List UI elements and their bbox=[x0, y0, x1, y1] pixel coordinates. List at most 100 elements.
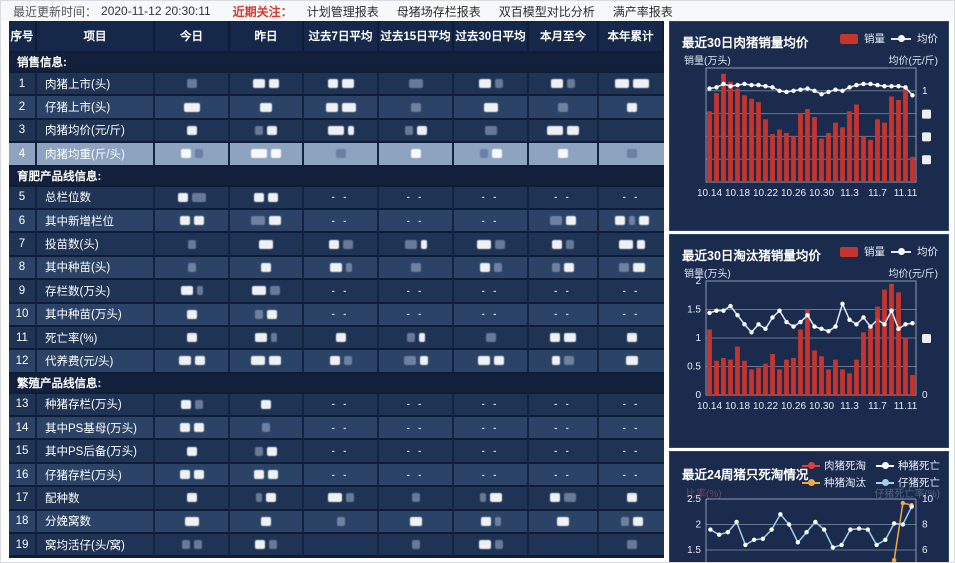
table-row[interactable]: 14 其中PS基母(万头) - -- -- -- -- - bbox=[9, 417, 664, 441]
item-name: 投苗数(头) bbox=[37, 233, 155, 257]
link-sow-farm-report[interactable]: 母猪场存栏报表 bbox=[396, 4, 481, 19]
chart-panel-pig-sales: 最近30日肉猪销量均价 销量 均价 销量(万头) 均价(元/斤) 1 10.14 1… bbox=[669, 21, 949, 231]
table-row[interactable]: 7 投苗数(头) bbox=[9, 233, 664, 257]
data-cell bbox=[304, 73, 379, 97]
redacted-value bbox=[191, 192, 206, 202]
table-row[interactable]: 9 存栏数(万头) - -- -- -- -- - bbox=[9, 280, 664, 304]
svg-text:11.11: 11.11 bbox=[894, 188, 918, 199]
legend-line-icon bbox=[802, 461, 820, 470]
link-capacity-report[interactable]: 满产率报表 bbox=[612, 4, 673, 19]
data-cell bbox=[230, 209, 304, 234]
data-cell bbox=[599, 257, 664, 281]
data-cell bbox=[230, 119, 304, 144]
legend-line-label: 均价 bbox=[917, 33, 938, 45]
link-model-compare-report[interactable]: 双百模型对比分析 bbox=[498, 4, 595, 19]
data-cell bbox=[379, 487, 454, 511]
table-row[interactable]: 5 总栏位数 - -- -- -- -- - bbox=[9, 186, 664, 210]
legend-bar-label: 销量 bbox=[864, 33, 885, 45]
data-cell bbox=[230, 143, 304, 167]
redacted-value bbox=[550, 216, 562, 226]
redacted-value bbox=[550, 493, 560, 503]
link-plan-report[interactable]: 计划管理报表 bbox=[306, 4, 379, 19]
redacted-value bbox=[341, 79, 354, 89]
data-cell bbox=[155, 463, 230, 488]
table-row[interactable]: 12 代养费(元/头) bbox=[9, 350, 664, 374]
row-number: 13 bbox=[9, 393, 37, 418]
legend-line-icon bbox=[891, 247, 911, 257]
data-cell bbox=[155, 417, 230, 441]
data-cell bbox=[529, 326, 599, 351]
redacted-value bbox=[266, 493, 276, 503]
table-row[interactable]: 3 肉猪均价(元/斤) bbox=[9, 119, 664, 144]
table-row[interactable]: 6 其中新增栏位 - -- -- - bbox=[9, 209, 664, 234]
item-name: 种猪存栏(万头) bbox=[37, 393, 155, 418]
data-cell bbox=[599, 350, 664, 374]
svg-text:10.14: 10.14 bbox=[697, 188, 722, 199]
data-cell bbox=[304, 256, 379, 281]
data-cell bbox=[379, 256, 454, 281]
data-cell bbox=[155, 534, 230, 558]
svg-text:8: 8 bbox=[922, 520, 928, 531]
redacted-value bbox=[269, 356, 281, 366]
redacted-value bbox=[186, 493, 197, 503]
row-number: 8 bbox=[9, 256, 37, 281]
data-cell bbox=[379, 73, 454, 97]
table-row[interactable]: 17 配种数 bbox=[9, 487, 664, 511]
redacted-value bbox=[186, 333, 197, 343]
redacted-value bbox=[179, 470, 190, 480]
redacted-value bbox=[193, 540, 202, 550]
row-number: 3 bbox=[9, 119, 37, 144]
redacted-value bbox=[341, 102, 356, 112]
redacted-value bbox=[479, 262, 490, 272]
data-cell: - - bbox=[599, 464, 664, 488]
table-row[interactable]: 13 种猪存栏(万头) - -- -- -- -- - bbox=[9, 393, 664, 418]
table-row[interactable]: 4 肉猪均重(斤/头) bbox=[9, 143, 664, 167]
redacted-value bbox=[626, 102, 637, 112]
redacted-value bbox=[269, 216, 281, 226]
redacted-value bbox=[564, 333, 576, 343]
table-row[interactable]: 16 仔猪存栏(万头) - -- -- -- -- - bbox=[9, 463, 664, 488]
item-name: 其中种苗(万头) bbox=[37, 303, 155, 327]
redacted-value bbox=[268, 192, 278, 202]
redacted-value bbox=[269, 540, 277, 550]
redacted-value bbox=[406, 333, 415, 343]
table-row[interactable]: 10 其中种苗(万头) - -- -- -- -- - bbox=[9, 303, 664, 327]
item-name: 配种数 bbox=[37, 487, 155, 511]
column-header: 过去15日平均 bbox=[379, 21, 454, 53]
data-cell: - - bbox=[454, 186, 529, 210]
redacted-value bbox=[552, 356, 560, 366]
item-name: 总栏位数 bbox=[37, 186, 155, 210]
redacted-value bbox=[179, 423, 190, 433]
data-cell: - - bbox=[529, 186, 599, 210]
data-cell: - - bbox=[599, 280, 664, 304]
redacted-value bbox=[259, 239, 273, 249]
redacted-value bbox=[418, 333, 425, 343]
legend-bar-swatch bbox=[840, 246, 858, 257]
data-cell: - - bbox=[379, 280, 454, 304]
redacted-value bbox=[255, 333, 267, 343]
table-row[interactable]: 8 其中种苗(头) bbox=[9, 256, 664, 281]
table-row[interactable]: 11 死亡率(%) bbox=[9, 326, 664, 351]
table-row[interactable]: 15 其中PS后备(万头) - -- -- -- -- - bbox=[9, 440, 664, 464]
redacted-value bbox=[416, 125, 427, 135]
chart-title: 最近24周猪只死淘情况 bbox=[682, 468, 809, 482]
data-cell bbox=[155, 96, 230, 120]
legend-line-icon bbox=[891, 34, 911, 44]
redacted-value bbox=[409, 516, 422, 526]
data-cell: - - bbox=[529, 440, 599, 464]
redacted-value bbox=[566, 239, 574, 249]
data-cell: - - bbox=[454, 303, 529, 327]
redacted-value bbox=[196, 286, 203, 296]
column-header: 序号 bbox=[9, 21, 37, 53]
svg-text:0.5: 0.5 bbox=[687, 362, 701, 373]
redacted-value bbox=[558, 102, 568, 112]
table-row[interactable]: 1 肉猪上市(头) bbox=[9, 73, 664, 97]
redacted-value bbox=[255, 540, 265, 550]
redacted-value bbox=[186, 309, 197, 319]
table-row[interactable]: 19 窝均活仔(头/窝) bbox=[9, 534, 664, 558]
table-row[interactable]: 2 仔猪上市(头) bbox=[9, 96, 664, 120]
data-cell bbox=[230, 487, 304, 511]
redacted-value bbox=[194, 149, 203, 159]
table-row[interactable]: 18 分娩窝数 bbox=[9, 510, 664, 535]
